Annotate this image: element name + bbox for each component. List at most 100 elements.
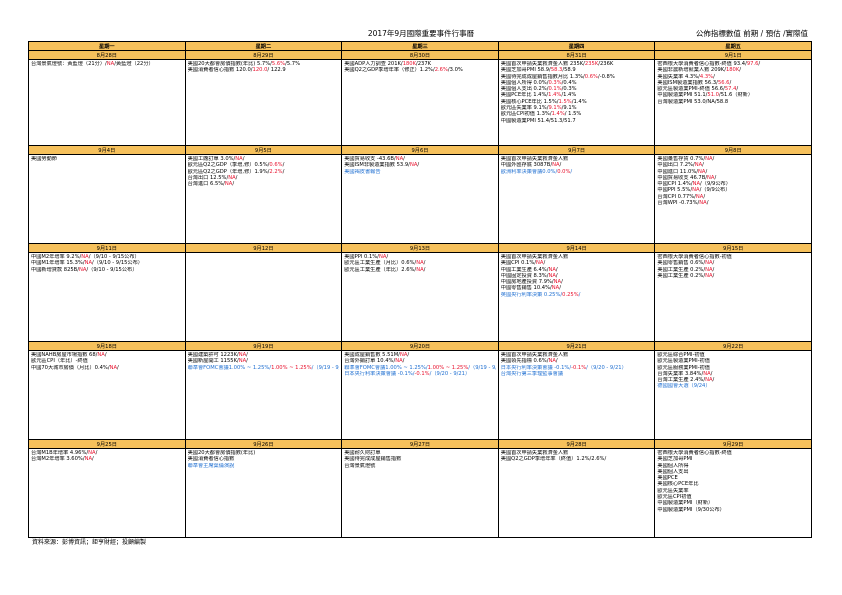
- event-actual: /: [758, 61, 761, 67]
- event-label: 歐元區失業率: [657, 487, 689, 494]
- date-cell: 9月7日: [497, 145, 656, 155]
- event-label: 美國非農新增就業人數 209K/: [657, 67, 726, 74]
- event-item: 中國固定投資 8.3%/NA/: [501, 273, 653, 279]
- event-forecast: NA: [536, 260, 544, 267]
- event-item: 美國耐久財訂單: [344, 450, 496, 456]
- event-item: 中國貿易收支 46.7B/NA/: [657, 175, 809, 181]
- event-actual: /: [417, 162, 420, 169]
- event-label: 美國領先指標 0.6%/: [500, 358, 549, 365]
- event-forecast: NA: [705, 260, 713, 267]
- event-item: 美國核心PCE年比 1.5%/1.5%/1.4%: [501, 99, 653, 105]
- event-label: 日本央行利率決策會議 -0.1%/: [344, 370, 415, 377]
- event-item: 美國待完成成屋銷售指數月比 1.3%/0.6%/-0.8%: [501, 74, 653, 80]
- event-item: 美國褐皮書報告: [344, 169, 496, 175]
- event-item: 中國製造業PMI 51.4/51.3/51.7: [501, 118, 653, 124]
- event-item: 美國個人所得 0.0%/0.3%/0.4%: [501, 80, 653, 86]
- event-label: 歐元區CPI初值 1.3%/: [500, 111, 552, 118]
- event-item: 美國躉售存貨 0.7%/NA/: [657, 156, 809, 162]
- event-forecast: NA: [224, 181, 233, 188]
- event-item: 美國零售銷售 0.6%/NA/: [657, 260, 809, 266]
- event-actual: /（9/20 - 9/21）: [586, 364, 627, 371]
- event-forecast: 0.0%: [557, 168, 571, 175]
- day-events-cell: 美國工廠訂單 3.0%/NA/歐元區Q2之GDP（季增,修）0.5%/0.6%/…: [184, 154, 343, 244]
- event-forecast: 1.00% ~ 1.25%: [271, 364, 312, 371]
- weekday-header: 星期四: [497, 41, 656, 51]
- event-item: 中國M2年增率 9.2%/NA/（9/10 - 9/15公布）: [31, 254, 183, 260]
- event-label: 歐元區CPI初值: [657, 494, 692, 501]
- event-forecast: 5.6%: [271, 61, 286, 67]
- event-item: 美國消費者信心指數 120.0/120.0/ 122.9: [188, 67, 340, 73]
- event-label: 美國待完成成屋銷售指數: [344, 456, 402, 463]
- date-cell: 9月20日: [341, 341, 499, 351]
- event-item: 台灣M2年增率 3.60%/NA/: [31, 456, 183, 462]
- event-item: 歐元區失業率: [657, 488, 809, 494]
- event-actual: /1.4%: [571, 98, 587, 105]
- event-forecast: NA: [88, 450, 96, 456]
- event-label: 美國待完成成屋銷售指數月比 1.3%/: [500, 73, 585, 80]
- event-forecast: 1.00% ~ 1.25%: [427, 364, 469, 371]
- weekday-header: 星期三: [341, 41, 499, 51]
- event-item: 美國芝加哥PMI: [657, 456, 809, 462]
- day-events-cell: 美國躉售存貨 0.7%/NA/中國出口 7.2%/NA/中國進口 11.0%/N…: [654, 154, 812, 244]
- event-label: 美國核心PCE年比 1.5%/: [500, 98, 559, 105]
- event-label: 台灣WPI -0.73%/: [657, 200, 700, 207]
- date-cell: 9月6日: [341, 145, 499, 155]
- event-item: 美國待完成成屋銷售指數: [344, 456, 496, 462]
- event-label: 中國PPI 5.5%/: [657, 187, 693, 194]
- day-events-cell: 歐元區綜合PMI-初值 歐元區製造業PMI-初值 歐元區服務業PMI-初值 台灣失業率…: [654, 350, 812, 440]
- event-forecast: 9.1%: [548, 105, 562, 112]
- event-label: 美國褐皮書報告: [344, 168, 381, 175]
- event-label: 台灣失業率 3.84%/: [657, 370, 704, 377]
- event-forecast: NA: [235, 156, 243, 162]
- event-actual: /: [555, 266, 558, 273]
- event-item: 台灣工業生產 2.4%/NA/: [657, 377, 809, 383]
- event-label: 美國Q2之GDP季增年率（修正）1.2%/: [344, 67, 435, 74]
- date-cell: 9月8日: [654, 145, 812, 155]
- event-label: 美國芝加哥PMI 58.9/: [500, 67, 551, 74]
- event-label: 美國工業生產 0.2%/: [657, 266, 706, 273]
- event-actual: /: [242, 156, 245, 162]
- event-item: 美國首次申請失業救濟金人數 235K/235K/236K: [501, 61, 653, 67]
- event-item: 台灣CPI 0.77%/NA/: [657, 194, 809, 200]
- event-item: 歐元區失業率 9.1%/9.1%/9.1%: [501, 105, 653, 111]
- event-label: 台灣景氣燈號：黃藍燈（21分）/: [31, 61, 107, 67]
- event-actual: /: [559, 285, 561, 292]
- event-forecast: NA: [399, 352, 408, 358]
- event-item: 美國消費者信心指數: [188, 456, 340, 462]
- event-item: 歐元區CPI初值: [657, 494, 809, 500]
- event-label: 美國PCE: [657, 475, 678, 482]
- event-item: 中國外匯存底 3087B/NA/: [501, 162, 653, 168]
- event-label: 台灣M2年增率 3.60%/: [31, 456, 85, 463]
- event-label: 歐洲利率決策會議0.0%/: [500, 168, 558, 175]
- event-label: 台灣M1B年增率 4.96%/: [31, 450, 89, 456]
- event-item: 美國PPI 0.1%/NA/: [344, 254, 496, 260]
- event-item: 美國芝加哥PMI 58.9/58.3/58.9: [501, 67, 653, 73]
- event-item: 美國首次申請失業救濟金人數: [501, 156, 653, 162]
- event-item: 中國製造業PMI 51.1/51.0/51.6（財新）: [657, 92, 809, 98]
- event-actual: /-0.8%: [597, 73, 615, 80]
- event-label: 中國零售銷售 10.4%/: [500, 285, 552, 292]
- event-actual: /（9/10 - 9/15公布）: [92, 260, 143, 267]
- event-forecast: -0.1%: [571, 364, 587, 371]
- day-events-cell: 美國首次申請失業救濟金人數 中國外匯存底 3087B/NA/歐洲利率決策會議0.0…: [497, 154, 656, 244]
- event-label: 中國進口 11.0%/: [657, 168, 699, 175]
- day-events-cell: 美國ADP人力調查 201K/180K/237K 美國Q2之GDP季增年率（修正）…: [341, 59, 499, 146]
- event-actual: /: [403, 156, 405, 162]
- event-item: 中國零售銷售 10.4%/NA/: [501, 285, 653, 291]
- event-label: 中國工業生產 6.4%/: [500, 266, 549, 273]
- event-forecast: 180K: [402, 61, 416, 67]
- date-cell: 9月19日: [184, 341, 343, 351]
- event-item: 密西根大學消費者信心指數-終值: [657, 450, 809, 456]
- event-item: 台灣M1B年增率 4.96%/NA/: [31, 450, 183, 456]
- event-actual: /: [736, 86, 739, 93]
- event-item: 中國新增貸款 825B/NA/（9/10 - 9/15公布）: [31, 267, 183, 273]
- event-label: 歐元區工業生產（月比）0.6%/: [344, 260, 417, 267]
- event-actual: /5.7%: [285, 61, 301, 67]
- event-item: 歐元區工業生產（年比）2.6%/NA/: [344, 267, 496, 273]
- event-forecast: NA: [699, 200, 707, 207]
- event-forecast: 97.6: [746, 61, 759, 67]
- event-actual: /: [712, 266, 715, 273]
- event-label: 聯準會FOMC會議1.00% ~ 1.25%/: [344, 364, 428, 371]
- event-forecast: 1.4%: [548, 92, 562, 99]
- event-actual: /（9/20 - 9/21）: [429, 370, 471, 377]
